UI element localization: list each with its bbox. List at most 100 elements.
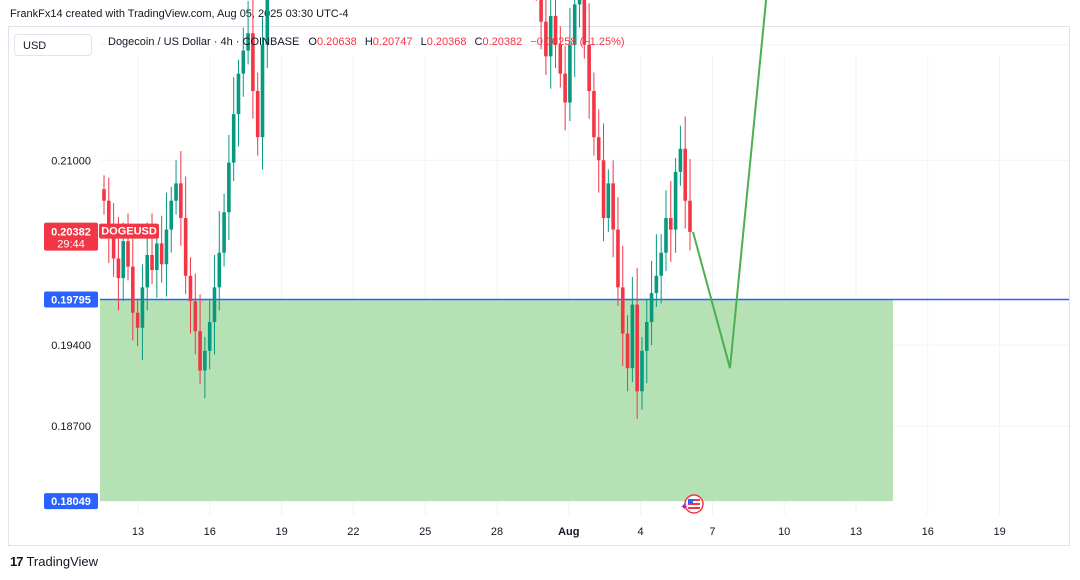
candle-body <box>183 218 188 276</box>
candle-body <box>553 15 558 45</box>
price-tick-label: 0.21000 <box>51 155 91 167</box>
current-price-box <box>44 222 98 251</box>
candle-body <box>548 15 553 57</box>
candle-body <box>107 200 111 236</box>
candle-body <box>635 304 639 392</box>
close-value: 0.20382 <box>482 36 523 48</box>
change-value: −0.00258 (−1.25%) <box>530 36 625 48</box>
candle-body <box>116 258 121 279</box>
candle-body <box>620 287 625 334</box>
time-axis: 13 16 19 22 25 28 Aug 4 7 10 13 16 19 <box>132 526 1006 538</box>
candle-body <box>587 44 591 91</box>
candle-body <box>207 321 212 351</box>
candle-body <box>649 293 654 322</box>
tradingview-logo-text: TradingView <box>26 554 99 569</box>
candle-body <box>640 350 644 392</box>
candle-body <box>198 331 202 371</box>
currency-button[interactable]: USD <box>14 34 92 56</box>
chart-frame <box>8 26 1070 546</box>
candle-body <box>111 235 116 259</box>
candle-body <box>131 266 135 313</box>
candle-body <box>611 183 615 230</box>
candle-body <box>193 301 198 332</box>
candle-body <box>251 33 255 91</box>
symbol-tag-box <box>99 223 159 239</box>
candle-body <box>659 252 663 276</box>
projection-arrow-line <box>692 0 768 369</box>
price-tick-label: 0.19400 <box>51 340 91 352</box>
candle-body <box>102 189 106 201</box>
candle-body <box>688 200 692 232</box>
candle-body <box>164 229 169 265</box>
level-label-text: 0.19795 <box>51 294 91 306</box>
candle-body <box>544 21 548 57</box>
candle-body <box>606 183 611 219</box>
time-tick-label: 25 <box>419 526 431 538</box>
candle-body <box>596 137 601 161</box>
symbol-tag-text: DOGEUSD <box>101 226 157 238</box>
bar-countdown-text: 29:44 <box>57 239 85 251</box>
candle-body <box>616 229 620 288</box>
time-tick-label: 22 <box>347 526 359 538</box>
candle-body <box>592 90 596 138</box>
candle-body <box>673 171 678 230</box>
symbol-legend: Dogecoin / US Dollar · 4h · COINBASE O0.… <box>108 36 630 48</box>
high-value: 0.20747 <box>372 36 413 48</box>
candle-body <box>664 218 668 253</box>
candle-body <box>227 162 231 213</box>
candle-body <box>539 0 543 22</box>
demand-zone <box>100 299 893 502</box>
close-key: C <box>474 36 483 48</box>
candle-body <box>231 114 236 163</box>
candle-body <box>203 350 207 371</box>
time-tick-label: 19 <box>993 526 1005 538</box>
candle-body <box>155 243 159 271</box>
candle-body <box>145 254 150 288</box>
time-tick-label: 16 <box>922 526 934 538</box>
candle-body <box>255 90 260 138</box>
candle-body <box>625 333 630 369</box>
low-value: 0.20368 <box>426 36 467 48</box>
time-tick-label: 4 <box>638 526 644 538</box>
level-label-text: 0.18049 <box>51 496 91 508</box>
candle-body <box>582 0 587 45</box>
level-label-box <box>44 291 98 308</box>
candle-body <box>159 243 164 265</box>
tradingview-logo[interactable]: 17 TradingView <box>10 554 98 569</box>
candle-body <box>644 321 649 351</box>
current-price-text: 0.20382 <box>51 227 91 239</box>
candle-body <box>236 73 241 115</box>
candle-body <box>558 44 563 74</box>
price-axis: 0.290000.280000.260000.250000.240000.230… <box>51 40 91 433</box>
candle-body <box>188 275 193 302</box>
low-key: L <box>420 36 427 48</box>
time-tick-label: 13 <box>850 526 862 538</box>
candle-body <box>601 160 606 219</box>
candle-body <box>140 287 145 328</box>
candle-body <box>568 44 572 103</box>
candle-body <box>135 312 140 328</box>
candle-body <box>126 241 130 267</box>
open-key: O <box>308 36 317 48</box>
level-label-box <box>44 493 98 510</box>
candle-body <box>241 50 246 74</box>
candle-body <box>678 148 683 172</box>
time-tick-label: 10 <box>778 526 790 538</box>
symbol-name[interactable]: Dogecoin / US Dollar · 4h · COINBASE <box>108 36 300 48</box>
open-value: 0.20638 <box>316 36 357 48</box>
tradingview-logo-icon: 17 <box>10 554 24 569</box>
time-tick-label: 13 <box>132 526 144 538</box>
candle-body <box>630 304 635 369</box>
candle-body <box>572 4 577 45</box>
candle-body <box>577 0 582 5</box>
candle-body <box>654 275 659 294</box>
time-tick-label: 19 <box>275 526 287 538</box>
candle-body <box>563 73 567 103</box>
candle-body <box>683 148 687 201</box>
price-tick-label: 0.18700 <box>51 421 91 433</box>
candle-body <box>217 252 222 288</box>
high-key: H <box>364 36 373 48</box>
candle-body <box>174 183 178 201</box>
time-tick-label: 7 <box>709 526 715 538</box>
